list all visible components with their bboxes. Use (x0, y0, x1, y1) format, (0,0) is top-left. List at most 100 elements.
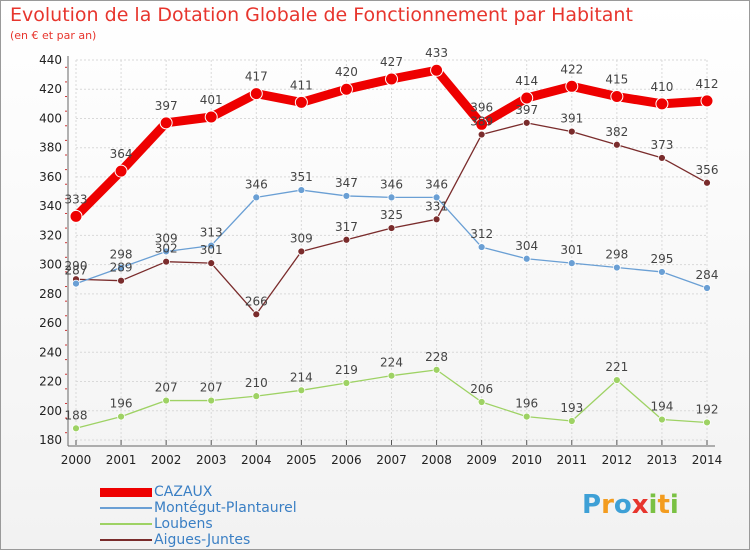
x-tick-label-2013: 2013 (647, 453, 678, 467)
data-label-loubens-2011: 193 (560, 401, 583, 415)
point-aigues-juntes-2005 (297, 247, 306, 256)
x-tick-label-2009: 2009 (466, 453, 497, 467)
y-tick-label-220: 220 (39, 375, 62, 389)
logo-letter: x (631, 490, 649, 520)
point-aigues-juntes-2003 (207, 259, 216, 268)
data-label-aigues-juntes-2005: 309 (290, 231, 313, 245)
point-montegut-plantaurel-2012 (612, 263, 621, 272)
point-loubens-2002 (162, 396, 171, 405)
data-label-loubens-2014: 192 (696, 402, 719, 416)
point-aigues-juntes-2008 (432, 215, 441, 224)
data-label-aigues-juntes-2007: 325 (380, 208, 403, 222)
data-label-cazaux-2011: 422 (560, 62, 583, 76)
data-label-loubens-2003: 207 (200, 381, 223, 395)
y-tick-label-200: 200 (39, 404, 62, 418)
x-tick-label-2004: 2004 (241, 453, 272, 467)
data-label-montegut-plantaurel-2003: 313 (200, 226, 223, 240)
point-cazaux-2010 (520, 91, 534, 105)
point-loubens-2014 (703, 418, 711, 427)
x-tick-label-2011: 2011 (557, 453, 588, 467)
point-loubens-2009 (477, 398, 486, 406)
point-montegut-plantaurel-2006 (342, 192, 351, 200)
y-tick-label-360: 360 (39, 170, 62, 184)
point-cazaux-2004 (249, 87, 263, 101)
point-loubens-2007 (387, 371, 396, 380)
data-label-montegut-plantaurel-2007: 346 (380, 177, 403, 191)
x-tick-label-2006: 2006 (331, 453, 362, 467)
logo-letter: i (669, 490, 679, 520)
data-label-cazaux-2010: 414 (515, 74, 538, 88)
x-tick-label-2010: 2010 (511, 453, 542, 467)
point-aigues-juntes-2011 (567, 127, 576, 136)
point-cazaux-2013 (655, 97, 669, 111)
logo-letter: i (648, 490, 658, 520)
point-montegut-plantaurel-2008 (432, 193, 441, 202)
x-tick-label-2005: 2005 (286, 453, 317, 467)
data-label-aigues-juntes-2001: 289 (110, 261, 133, 275)
point-loubens-2004 (252, 392, 261, 401)
point-montegut-plantaurel-2009 (477, 243, 486, 251)
point-loubens-2001 (117, 412, 125, 421)
data-label-montegut-plantaurel-2010: 304 (515, 239, 538, 253)
data-label-aigues-juntes-2002: 302 (155, 242, 178, 256)
data-label-loubens-2001: 196 (110, 397, 133, 411)
point-aigues-juntes-2009 (477, 130, 486, 139)
data-label-cazaux-2005: 411 (290, 78, 313, 92)
data-label-cazaux-2000: 333 (65, 192, 88, 206)
point-cazaux-2003 (204, 110, 218, 124)
legend-swatch-montegut-plantaurel (100, 507, 152, 509)
point-cazaux-2009 (475, 117, 489, 131)
y-tick-label-320: 320 (39, 228, 62, 242)
data-label-loubens-2008: 228 (425, 350, 448, 364)
series-layer (69, 63, 714, 433)
proxiti-logo: Proxiti (582, 490, 679, 520)
point-cazaux-2012 (610, 90, 624, 104)
data-label-cazaux-2014: 412 (696, 77, 719, 91)
data-label-cazaux-2002: 397 (155, 99, 178, 113)
data-label-loubens-2012: 221 (605, 360, 628, 374)
point-montegut-plantaurel-2010 (522, 254, 531, 263)
point-cazaux-2005 (294, 95, 308, 109)
data-label-loubens-2004: 210 (245, 376, 268, 390)
data-label-aigues-juntes-2010: 397 (515, 103, 538, 117)
point-montegut-plantaurel-2004 (252, 193, 261, 202)
x-tick-label-2008: 2008 (421, 453, 452, 467)
data-label-montegut-plantaurel-2004: 346 (245, 177, 268, 191)
data-label-montegut-plantaurel-2000: 287 (65, 264, 88, 278)
x-tick-label-2007: 2007 (376, 453, 407, 467)
point-cazaux-2006 (339, 82, 353, 96)
point-montegut-plantaurel-2000 (72, 279, 80, 288)
legend-swatch-aigues-juntes (100, 539, 152, 541)
chart-title: Evolution de la Dotation Globale de Fonc… (10, 4, 633, 26)
legend-label-aigues-juntes: Aigues-Juntes (154, 532, 251, 548)
y-tick-label-400: 400 (39, 111, 62, 125)
data-label-cazaux-2004: 417 (245, 70, 268, 84)
legend-label-loubens: Loubens (154, 516, 213, 532)
logo-letter: t (657, 490, 670, 520)
logo-letter: o (613, 490, 632, 520)
y-tick-label-380: 380 (39, 141, 62, 155)
point-loubens-2011 (567, 417, 576, 425)
data-label-loubens-2006: 219 (335, 363, 358, 377)
y-tick-label-300: 300 (39, 258, 62, 272)
legend-label-cazaux: CAZAUX (154, 484, 213, 500)
logo-letter: P (582, 490, 602, 520)
point-loubens-2005 (297, 386, 306, 395)
point-cazaux-2008 (430, 63, 444, 77)
y-tick-label-240: 240 (39, 345, 62, 359)
point-cazaux-2002 (159, 116, 173, 130)
data-label-loubens-2013: 194 (650, 400, 673, 414)
data-label-cazaux-2009: 396 (470, 100, 493, 114)
point-montegut-plantaurel-2007 (387, 193, 396, 202)
point-loubens-2000 (72, 424, 80, 433)
point-montegut-plantaurel-2011 (567, 259, 576, 268)
legend-swatch-loubens (100, 523, 152, 525)
data-label-loubens-2007: 224 (380, 356, 403, 370)
data-label-aigues-juntes-2008: 331 (425, 199, 448, 213)
data-label-cazaux-2006: 420 (335, 65, 358, 79)
data-label-aigues-juntes-2012: 382 (605, 125, 628, 139)
data-label-montegut-plantaurel-2006: 347 (335, 176, 358, 190)
data-label-aigues-juntes-2006: 317 (335, 220, 358, 234)
